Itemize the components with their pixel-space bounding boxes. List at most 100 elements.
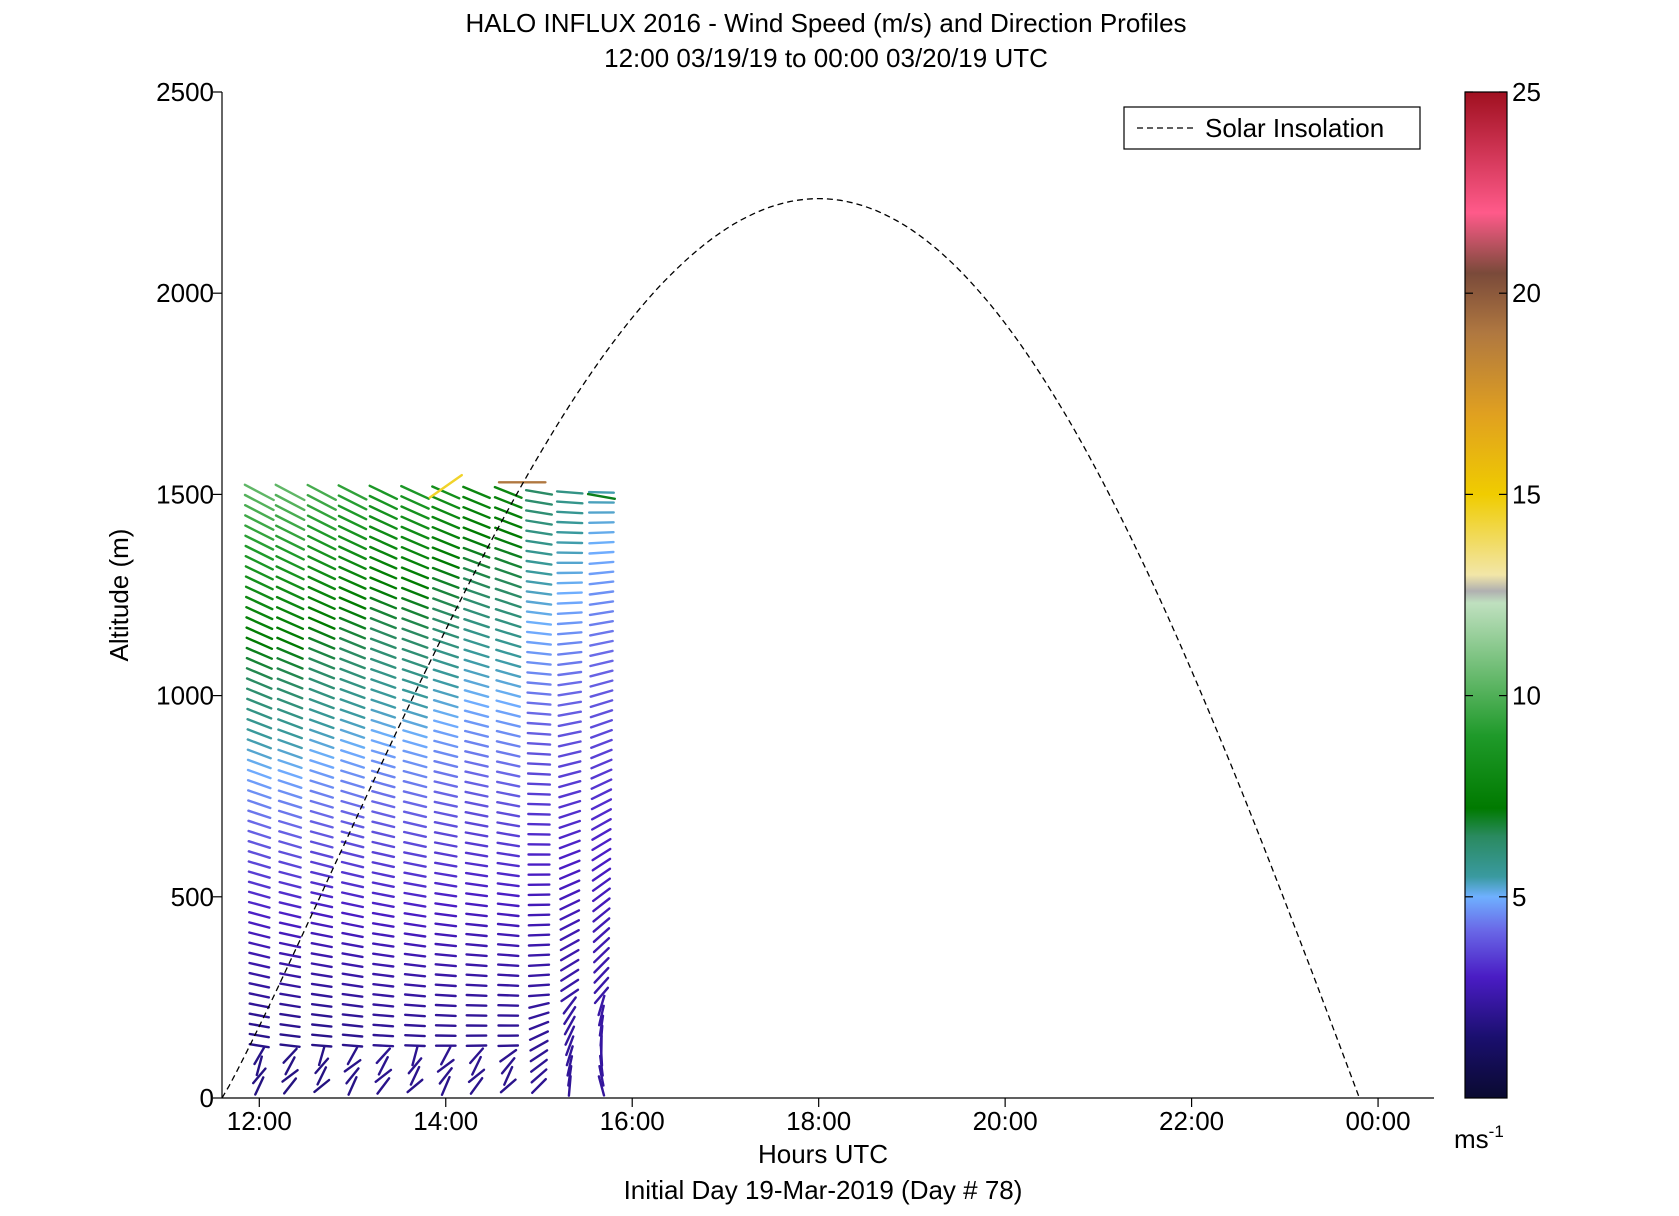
wind-vector	[370, 678, 397, 689]
wind-vector	[370, 749, 396, 759]
x-tick-label: 22:00	[1159, 1106, 1224, 1136]
wind-vector	[277, 789, 303, 799]
wind-vector	[243, 504, 275, 521]
wind-vector	[245, 636, 274, 650]
x-tick-label: 18:00	[786, 1106, 851, 1136]
wind-vector	[557, 710, 582, 717]
wind-vector	[589, 629, 614, 637]
wind-vector	[369, 627, 397, 640]
wind-vector	[556, 531, 584, 535]
wind-vector	[467, 1068, 486, 1084]
wind-vector	[526, 762, 552, 766]
wind-vector	[592, 927, 611, 943]
wind-vector	[372, 962, 395, 968]
wind-vector	[433, 821, 458, 828]
wind-vector	[465, 953, 488, 958]
wind-vector	[284, 1056, 296, 1076]
wind-vector	[462, 516, 491, 529]
wind-vector	[526, 721, 552, 726]
wind-vector	[590, 808, 612, 821]
wind-vector	[276, 636, 304, 650]
wind-vector	[527, 963, 551, 967]
wind-vector	[279, 1043, 301, 1049]
wind-vector	[462, 567, 491, 579]
wind-vector	[567, 1064, 573, 1087]
wind-vector	[556, 591, 583, 595]
wind-vector	[434, 861, 458, 868]
colorbar-unit-label: ms-1	[1454, 1122, 1504, 1154]
wind-vector	[495, 719, 521, 728]
wind-vector	[401, 627, 429, 639]
wind-vector	[497, 963, 520, 967]
wind-vector	[556, 621, 583, 626]
wind-vector	[307, 565, 337, 581]
wind-vector	[281, 1068, 299, 1083]
colorbar-unit-exponent: -1	[1489, 1122, 1504, 1141]
wind-vector	[463, 668, 490, 679]
wind-vector	[403, 962, 427, 968]
wind-vector	[371, 922, 395, 928]
wind-vector	[463, 679, 490, 689]
wind-vector	[588, 590, 615, 596]
wind-vector	[370, 708, 397, 719]
wind-vector	[309, 759, 335, 769]
wind-vector	[493, 496, 523, 509]
wind-vector	[558, 849, 581, 860]
wind-vector	[496, 872, 520, 878]
wind-vector	[411, 1045, 419, 1067]
wind-vector	[402, 780, 428, 789]
wind-vector	[277, 809, 303, 819]
wind-vector	[310, 962, 333, 969]
wind-vector	[589, 719, 613, 729]
legend: Solar Insolation	[1123, 106, 1421, 150]
wind-vector	[248, 931, 271, 939]
wind-vector	[307, 545, 337, 561]
wind-vector	[433, 800, 458, 808]
wind-vector	[433, 749, 459, 758]
wind-vector	[369, 576, 398, 590]
wind-vector	[369, 535, 398, 550]
wind-vector	[406, 1078, 424, 1094]
wind-vector	[341, 1003, 364, 1008]
wind-vector	[402, 719, 428, 729]
wind-vector	[434, 932, 458, 938]
wind-vector	[403, 922, 427, 928]
wind-vector	[248, 921, 271, 929]
wind-vector	[556, 510, 584, 515]
wind-vector	[253, 1046, 266, 1066]
chart-title: HALO INFLUX 2016 - Wind Speed (m/s) and …	[465, 8, 1186, 38]
wind-vector	[276, 657, 304, 670]
wind-vector	[560, 968, 580, 982]
wind-vector	[279, 972, 302, 979]
wind-vector	[308, 636, 336, 650]
wind-vector	[559, 899, 581, 911]
wind-vector	[310, 1003, 333, 1008]
wind-vector	[340, 769, 365, 779]
wind-vector	[307, 606, 336, 620]
wind-vector	[563, 1015, 576, 1036]
wind-vector	[464, 821, 489, 828]
wind-vector	[244, 575, 274, 591]
wind-vector	[434, 892, 458, 898]
wind-vector	[248, 1042, 270, 1049]
wind-vector	[557, 680, 583, 687]
wind-vector	[563, 1006, 577, 1025]
wind-vector	[525, 630, 552, 636]
wind-vector	[339, 657, 366, 670]
wind-vector	[432, 648, 459, 659]
wind-vector	[401, 678, 429, 689]
wind-vector	[245, 656, 273, 670]
wind-vector	[278, 891, 302, 899]
wind-vector	[494, 526, 523, 539]
wind-vector	[400, 505, 430, 520]
wind-vector	[464, 841, 489, 848]
wind-vector	[432, 638, 460, 649]
wind-vector	[369, 556, 398, 570]
wind-vector	[337, 525, 368, 541]
wind-vector	[433, 760, 459, 768]
wind-vector	[526, 782, 552, 786]
wind-vector	[433, 709, 459, 719]
wind-vector	[247, 850, 271, 859]
wind-vector	[431, 485, 461, 500]
wind-vector	[431, 495, 461, 510]
